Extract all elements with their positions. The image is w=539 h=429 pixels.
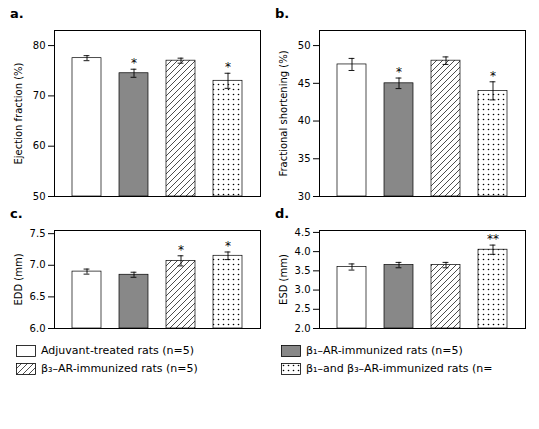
- svg-text:80: 80: [33, 40, 46, 51]
- svg-text:*: *: [178, 243, 184, 257]
- svg-text:6.0: 6.0: [30, 323, 46, 334]
- svg-text:**: **: [487, 232, 499, 246]
- svg-text:50: 50: [33, 191, 46, 202]
- svg-text:EDD (mm): EDD (mm): [13, 253, 24, 305]
- svg-text:3.5: 3.5: [295, 265, 311, 276]
- svg-text:*: *: [396, 65, 402, 79]
- svg-text:Fractional shortening (%): Fractional shortening (%): [278, 50, 289, 176]
- html-text:β₃–AR-immunized rats (n=5): β₃–AR-immunized rats (n=5): [41, 362, 198, 375]
- svg-text:7.5: 7.5: [30, 228, 46, 239]
- svg-text:*: *: [490, 69, 496, 83]
- svg-text:2.5: 2.5: [295, 303, 311, 314]
- svg-text:Ejection fraction (%): Ejection fraction (%): [13, 62, 24, 164]
- html-text:β₁–and β₃–AR-immunized rats (n: β₁–and β₃–AR-immunized rats (n=: [306, 362, 493, 375]
- svg-text:70: 70: [33, 90, 46, 101]
- svg-text:*: *: [225, 60, 231, 74]
- svg-text:4.0: 4.0: [295, 246, 311, 257]
- svg-text:*: *: [131, 56, 137, 70]
- svg-text:4.5: 4.5: [295, 227, 311, 238]
- svg-text:40: 40: [298, 115, 311, 126]
- svg-text:7.0: 7.0: [30, 259, 46, 270]
- svg-text:3.0: 3.0: [295, 284, 311, 295]
- svg-text:30: 30: [298, 191, 311, 202]
- html-text:b.: b.: [275, 6, 290, 21]
- svg-text:35: 35: [298, 153, 311, 164]
- svg-text:50: 50: [298, 40, 311, 51]
- svg-text:45: 45: [298, 78, 311, 89]
- html-text:c.: c.: [10, 206, 23, 221]
- html-text:d.: d.: [275, 206, 290, 221]
- html-text:a.: a.: [10, 6, 24, 21]
- html-text:β₁–AR-immunized rats (n=5): β₁–AR-immunized rats (n=5): [306, 344, 463, 357]
- svg-text:6.5: 6.5: [30, 291, 46, 302]
- html-text:Adjuvant-treated rats (n=5): Adjuvant-treated rats (n=5): [41, 344, 195, 357]
- svg-text:2.0: 2.0: [295, 323, 311, 334]
- svg-text:60: 60: [33, 140, 46, 151]
- svg-text:*: *: [225, 239, 231, 253]
- svg-text:ESD (mm): ESD (mm): [278, 254, 289, 305]
